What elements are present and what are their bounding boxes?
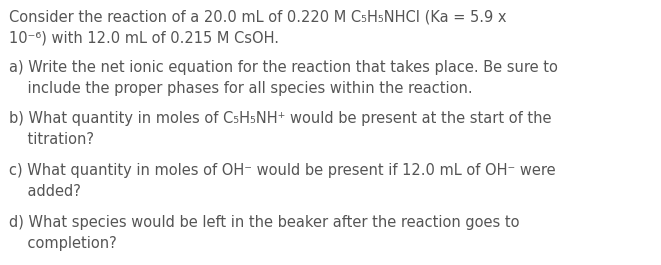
Text: a) Write the net ionic equation for the reaction that takes place. Be sure to: a) Write the net ionic equation for the … [9,60,557,75]
Text: c) What quantity in moles of OH⁻ would be present if 12.0 mL of OH⁻ were: c) What quantity in moles of OH⁻ would b… [9,163,555,178]
Text: d) What species would be left in the beaker after the reaction goes to: d) What species would be left in the bea… [9,215,519,230]
Text: completion?: completion? [9,236,116,251]
Text: Consider the reaction of a 20.0 mL of 0.220 M C₅H₅NHCI (Ka = 5.9 x: Consider the reaction of a 20.0 mL of 0.… [9,9,506,24]
Text: b) What quantity in moles of C₅H₅NH⁺ would be present at the start of the: b) What quantity in moles of C₅H₅NH⁺ wou… [9,111,551,126]
Text: titration?: titration? [9,132,94,148]
Text: 10⁻⁶) with 12.0 mL of 0.215 M CsOH.: 10⁻⁶) with 12.0 mL of 0.215 M CsOH. [9,30,278,46]
Text: include the proper phases for all species within the reaction.: include the proper phases for all specie… [9,81,472,96]
Text: added?: added? [9,184,81,199]
